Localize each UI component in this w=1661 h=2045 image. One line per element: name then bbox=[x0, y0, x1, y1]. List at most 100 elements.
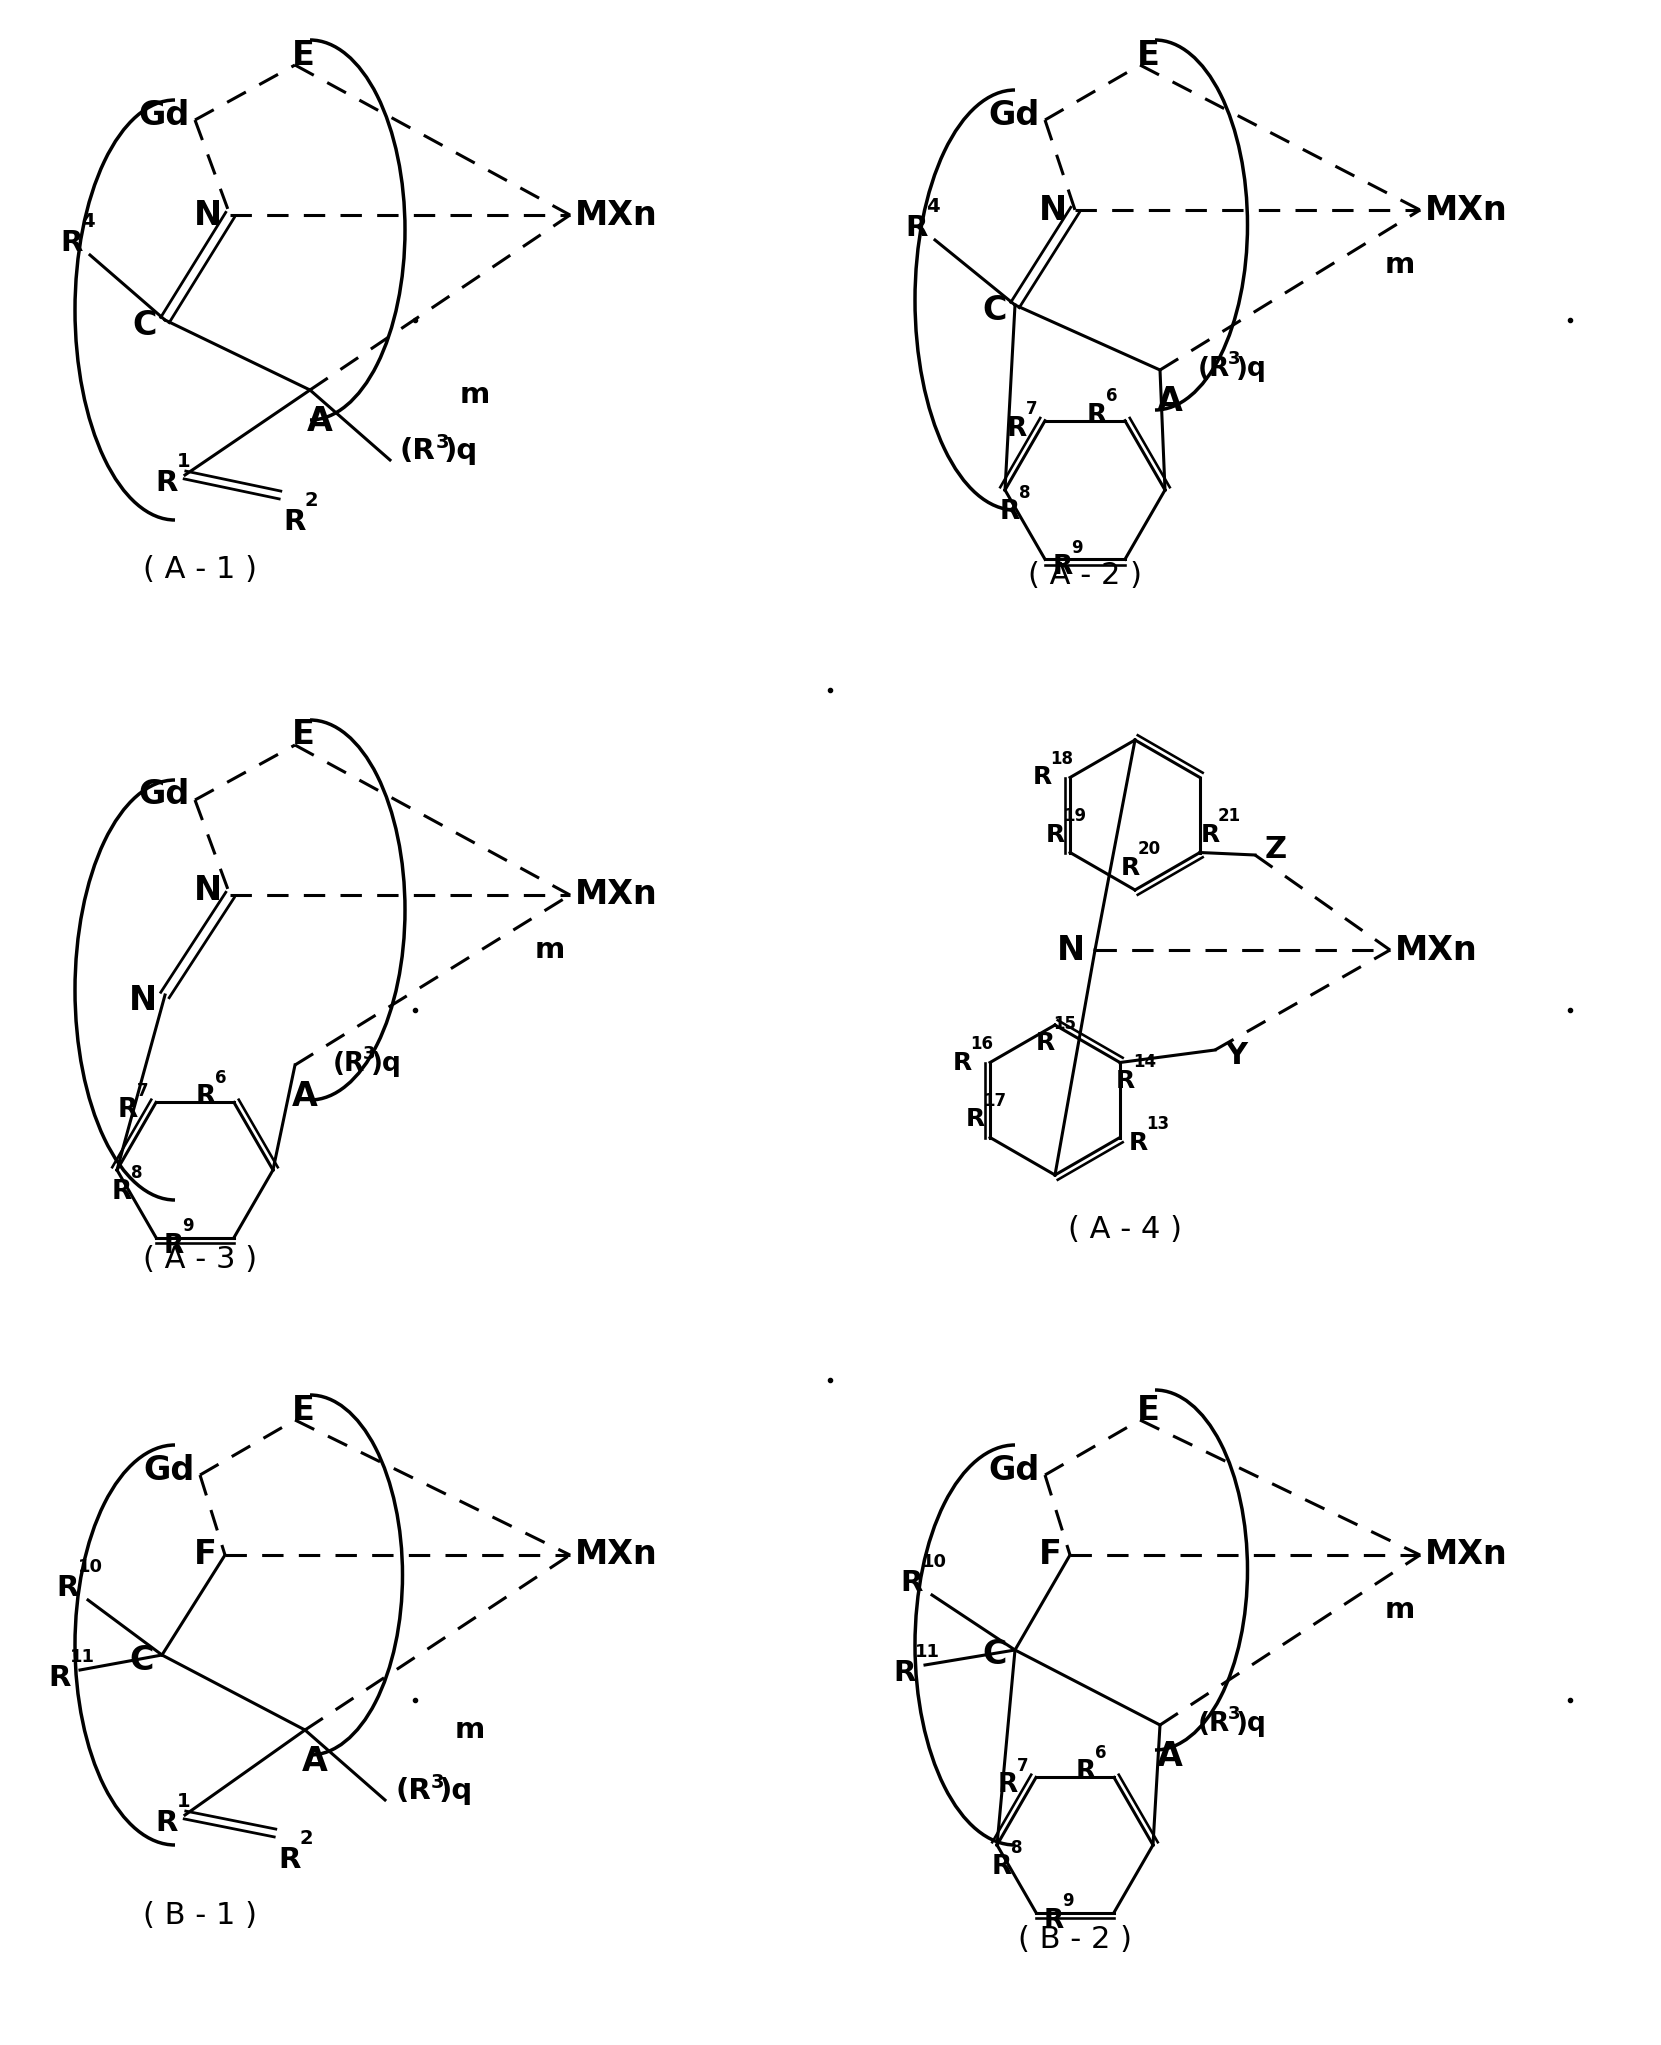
Text: R: R bbox=[1035, 1031, 1055, 1055]
Text: Gd: Gd bbox=[140, 98, 189, 131]
Text: R: R bbox=[1045, 822, 1065, 847]
Text: R: R bbox=[965, 1108, 985, 1131]
Text: Y: Y bbox=[1226, 1041, 1247, 1070]
Text: MXn: MXn bbox=[1395, 933, 1478, 967]
Text: R: R bbox=[279, 1847, 301, 1873]
Text: 4: 4 bbox=[81, 213, 95, 231]
Text: A: A bbox=[1158, 1740, 1183, 1773]
Text: R: R bbox=[992, 1855, 1012, 1879]
Text: 3: 3 bbox=[430, 1773, 445, 1791]
Text: 18: 18 bbox=[1050, 751, 1073, 767]
Text: ( A - 3 ): ( A - 3 ) bbox=[143, 1245, 257, 1274]
Text: N: N bbox=[130, 984, 158, 1016]
Text: R: R bbox=[284, 507, 306, 536]
Text: 2: 2 bbox=[299, 1830, 312, 1849]
Text: m: m bbox=[535, 937, 565, 963]
Text: 9: 9 bbox=[1063, 1892, 1075, 1910]
Text: 6: 6 bbox=[214, 1070, 226, 1088]
Text: R: R bbox=[1128, 1131, 1148, 1155]
Text: ( A - 1 ): ( A - 1 ) bbox=[143, 556, 257, 585]
Text: R: R bbox=[1000, 499, 1020, 526]
Text: R: R bbox=[905, 215, 928, 241]
Text: F: F bbox=[194, 1538, 218, 1571]
Text: N: N bbox=[194, 198, 223, 231]
Text: 6: 6 bbox=[1106, 387, 1118, 405]
Text: R: R bbox=[1007, 415, 1026, 442]
Text: 20: 20 bbox=[1138, 840, 1161, 859]
Text: R: R bbox=[1033, 765, 1051, 789]
Text: 4: 4 bbox=[927, 198, 940, 217]
Text: R: R bbox=[1115, 1067, 1134, 1092]
Text: R: R bbox=[900, 1569, 924, 1597]
Text: R: R bbox=[48, 1665, 71, 1691]
Text: 7: 7 bbox=[1025, 401, 1036, 419]
Text: m: m bbox=[1385, 252, 1415, 278]
Text: R: R bbox=[61, 229, 83, 258]
Text: 10: 10 bbox=[78, 1558, 103, 1577]
Text: 3: 3 bbox=[364, 1045, 375, 1063]
Text: R: R bbox=[164, 1233, 184, 1258]
Text: R: R bbox=[1043, 1908, 1065, 1935]
Text: F: F bbox=[1040, 1538, 1061, 1571]
Text: 3: 3 bbox=[435, 434, 450, 452]
Text: MXn: MXn bbox=[575, 879, 658, 912]
Text: m: m bbox=[1385, 1595, 1415, 1624]
Text: (R: (R bbox=[1198, 1712, 1231, 1736]
Text: )q: )q bbox=[1236, 1712, 1267, 1736]
Text: 1: 1 bbox=[176, 452, 189, 472]
Text: 19: 19 bbox=[1063, 806, 1086, 824]
Text: N: N bbox=[194, 873, 223, 906]
Text: )q: )q bbox=[439, 1777, 473, 1806]
Text: R: R bbox=[998, 1773, 1018, 1798]
Text: Gd: Gd bbox=[988, 1454, 1040, 1487]
Text: R: R bbox=[56, 1575, 80, 1601]
Text: 1: 1 bbox=[176, 1793, 189, 1812]
Text: m: m bbox=[460, 380, 490, 409]
Text: R: R bbox=[1076, 1759, 1096, 1785]
Text: ( B - 1 ): ( B - 1 ) bbox=[143, 1900, 257, 1930]
Text: Gd: Gd bbox=[145, 1454, 194, 1487]
Text: 16: 16 bbox=[970, 1035, 993, 1053]
Text: 7: 7 bbox=[1017, 1757, 1028, 1775]
Text: 8: 8 bbox=[1018, 483, 1030, 501]
Text: 17: 17 bbox=[983, 1092, 1007, 1110]
Text: (R: (R bbox=[400, 438, 435, 464]
Text: )q: )q bbox=[443, 438, 478, 464]
Text: 3: 3 bbox=[1227, 1706, 1241, 1724]
Text: R: R bbox=[156, 1810, 178, 1836]
Text: MXn: MXn bbox=[1425, 1538, 1508, 1571]
Text: (R: (R bbox=[1198, 356, 1231, 382]
Text: MXn: MXn bbox=[575, 1538, 658, 1571]
Text: ( B - 2 ): ( B - 2 ) bbox=[1018, 1926, 1133, 1955]
Text: R: R bbox=[118, 1098, 138, 1123]
Text: E: E bbox=[1136, 1393, 1159, 1427]
Text: ( A - 4 ): ( A - 4 ) bbox=[1068, 1215, 1183, 1245]
Text: Z: Z bbox=[1266, 836, 1287, 865]
Text: 11: 11 bbox=[70, 1648, 95, 1667]
Text: )q: )q bbox=[1236, 356, 1267, 382]
Text: 7: 7 bbox=[136, 1082, 148, 1100]
Text: 13: 13 bbox=[1146, 1115, 1169, 1133]
Text: R: R bbox=[1086, 403, 1108, 429]
Text: 10: 10 bbox=[922, 1554, 947, 1571]
Text: )q: )q bbox=[370, 1051, 402, 1078]
Text: MXn: MXn bbox=[1425, 194, 1508, 227]
Text: A: A bbox=[302, 1744, 327, 1777]
Text: 15: 15 bbox=[1053, 1014, 1076, 1033]
Text: (R: (R bbox=[332, 1051, 365, 1078]
Text: ( A - 2 ): ( A - 2 ) bbox=[1028, 560, 1143, 589]
Text: (R: (R bbox=[395, 1777, 430, 1806]
Text: R: R bbox=[1121, 857, 1139, 879]
Text: E: E bbox=[1136, 39, 1159, 72]
Text: 11: 11 bbox=[915, 1644, 940, 1661]
Text: R: R bbox=[1201, 822, 1219, 847]
Text: R: R bbox=[111, 1180, 133, 1205]
Text: N: N bbox=[1038, 194, 1066, 227]
Text: R: R bbox=[894, 1658, 917, 1687]
Text: MXn: MXn bbox=[575, 198, 658, 231]
Text: Gd: Gd bbox=[140, 779, 189, 812]
Text: 9: 9 bbox=[1071, 538, 1083, 556]
Text: R: R bbox=[196, 1084, 216, 1110]
Text: N: N bbox=[1056, 933, 1085, 967]
Text: C: C bbox=[133, 309, 158, 342]
